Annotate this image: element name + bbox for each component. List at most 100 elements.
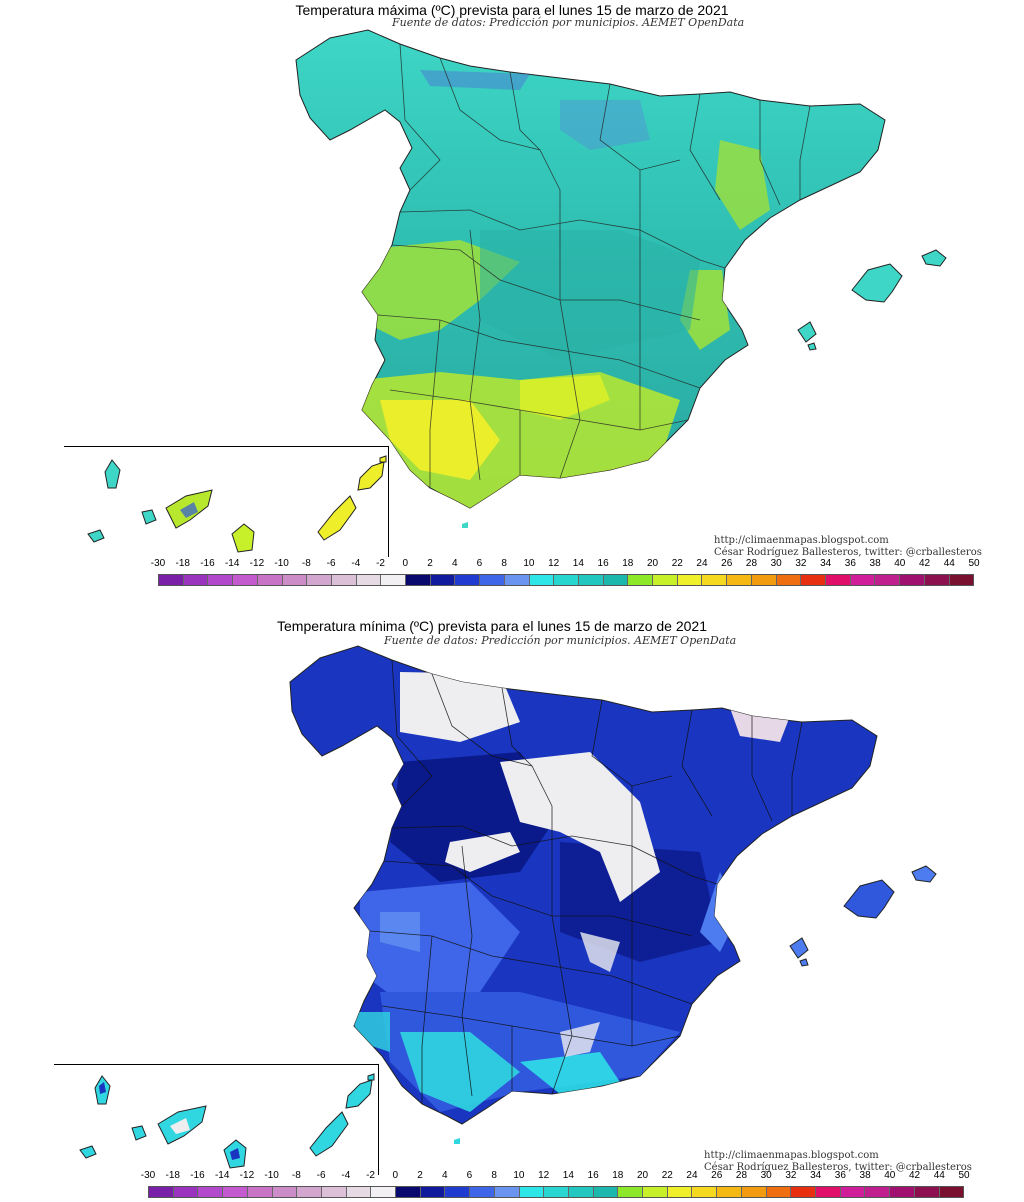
scale-label: 40 (894, 558, 906, 569)
scale-swatch (924, 575, 950, 585)
scale-label: -2 (366, 1170, 375, 1181)
temperature-scale: -30 -18 -16 -14 -12 -10 -8 -6 -4 -2 0 2 4 6 8 10 12 14 16 1… (151, 558, 980, 590)
scale-swatch (356, 575, 382, 585)
scale-swatch (371, 1187, 397, 1197)
canary-islands (79, 1073, 375, 1169)
scale-swatch (272, 1187, 298, 1197)
scale-swatch (702, 575, 728, 585)
scale-label: -14 (214, 1170, 230, 1181)
scale-label: 22 (671, 558, 683, 569)
scale-label: -30 (150, 558, 166, 569)
scale-swatch (455, 575, 481, 585)
scale-label: -6 (316, 1170, 326, 1181)
scale-label: 50 (968, 558, 980, 569)
scale-label: 34 (820, 558, 832, 569)
scale-labels: -30 -18 -16 -14 -12 -10 -8 -6 -4 -2 0 2 4 6 8 10 12 14 16 1… (141, 1170, 970, 1184)
scale-label: 4 (451, 558, 458, 569)
scale-label: 12 (548, 558, 560, 569)
scale-label: -8 (301, 558, 311, 569)
scale-swatch (331, 575, 357, 585)
islet (462, 522, 468, 528)
scale-label: 6 (466, 1170, 473, 1181)
scale-swatch (208, 575, 234, 585)
scale-label: 30 (770, 558, 782, 569)
scale-label: 2 (417, 1170, 423, 1181)
scale-swatch (692, 1187, 718, 1197)
min-temperature-panel: Temperatura mínima (ºC) prevista para el… (0, 612, 1024, 1198)
scale-swatch (233, 575, 258, 585)
scale-label: -8 (291, 1170, 301, 1181)
scale-label: 20 (636, 1170, 649, 1181)
scale-label: 24 (696, 558, 708, 569)
scale-swatch (741, 1187, 767, 1197)
map-title: Temperatura mínima (ºC) prevista para el… (277, 618, 707, 634)
scale-label: 32 (785, 1170, 797, 1181)
scale-swatch (149, 1187, 174, 1197)
temperature-scale: -30 -18 -16 -14 -12 -10 -8 -6 -4 -2 0 2 4 6 8 10 12 14 16 1… (141, 1170, 970, 1202)
scale-label: -4 (341, 1170, 351, 1181)
scale-swatch (321, 1187, 347, 1197)
max-temperature-panel: Temperatura máxima (ºC) prevista para el… (0, 0, 1024, 590)
scale-label: -18 (175, 558, 190, 569)
scale-swatch (247, 1187, 273, 1197)
scale-label: 28 (745, 558, 758, 569)
scale-swatch (554, 575, 579, 585)
scale-swatch (850, 575, 876, 585)
scale-label: 44 (933, 1170, 945, 1181)
scale-label: 14 (572, 558, 584, 569)
scale-swatch (494, 1187, 520, 1197)
balearic-islands (789, 865, 937, 967)
credit-url: http://climaenmapas.blogspot.com (714, 535, 889, 546)
scale-swatch (445, 1187, 471, 1197)
scale-swatch (875, 575, 901, 585)
scale-swatch (568, 1187, 594, 1197)
scale-swatch (593, 1187, 619, 1197)
scale-label: -10 (264, 1170, 279, 1181)
canary-inset-frame (54, 1064, 379, 1175)
scale-swatch (223, 1187, 248, 1197)
scale-label: -6 (326, 558, 336, 569)
scale-label: 20 (646, 558, 659, 569)
scale-swatch (297, 1187, 322, 1197)
scale-label: 42 (908, 1170, 921, 1181)
scale-label: 38 (869, 558, 881, 569)
scale-swatch (406, 575, 431, 585)
scale-label: -2 (376, 558, 385, 569)
scale-label: 8 (501, 558, 507, 569)
scale-label: -30 (140, 1170, 156, 1181)
scale-label: 22 (661, 1170, 673, 1181)
scale-swatch (865, 1187, 891, 1197)
scale-label: 14 (562, 1170, 574, 1181)
scale-label: 50 (958, 1170, 970, 1181)
credit-author: César Rodríguez Ballesteros, twitter: @c… (704, 1162, 972, 1173)
scale-label: 32 (795, 558, 807, 569)
scale-swatch (776, 575, 802, 585)
scale-swatch (480, 575, 505, 585)
peninsula (295, 29, 886, 509)
scale-label: 34 (810, 1170, 822, 1181)
scale-swatch (939, 1187, 964, 1197)
scale-label: -16 (190, 1170, 205, 1181)
scale-label: -14 (224, 558, 240, 569)
scale-swatch (257, 575, 283, 585)
canary-inset-frame (64, 446, 389, 557)
scale-swatch (519, 1187, 545, 1197)
scale-swatch (677, 575, 703, 585)
scale-swatch (603, 575, 629, 585)
scale-swatch (198, 1187, 224, 1197)
scale-swatch (643, 1187, 668, 1197)
scale-label: -4 (351, 558, 361, 569)
scale-label: 42 (918, 558, 931, 569)
scale-swatch (914, 1187, 940, 1197)
scale-label: 6 (476, 558, 483, 569)
data-source: Fuente de datos: Predicción por municipi… (392, 16, 745, 29)
canary-islands (87, 455, 387, 553)
min-temperature-map (79, 645, 937, 1169)
scale-swatch (307, 575, 332, 585)
scale-label: 0 (402, 558, 409, 569)
scale-swatch (840, 1187, 866, 1197)
scale-swatch (653, 575, 678, 585)
scale-swatch (381, 575, 407, 585)
scale-swatch (717, 1187, 742, 1197)
scale-label: 0 (392, 1170, 399, 1181)
